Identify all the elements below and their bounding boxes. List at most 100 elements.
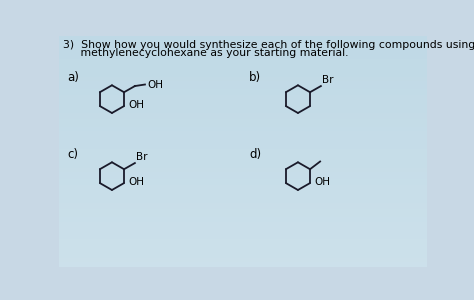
Bar [59,151,427,152]
Bar [59,226,427,227]
Bar [59,206,427,207]
Bar [59,75,427,76]
Bar [59,72,427,73]
Bar [59,117,427,118]
Bar [59,102,427,103]
Bar [59,156,427,157]
Bar [59,264,427,265]
Bar [59,91,427,92]
Text: Br: Br [137,152,148,161]
Bar [59,104,427,105]
Bar [59,140,427,141]
Bar [59,240,427,241]
Bar [59,167,427,168]
Bar [59,37,427,38]
Bar [59,150,427,151]
Bar [59,222,427,223]
Bar [59,227,427,228]
Bar [59,261,427,262]
Bar [59,182,427,183]
Bar [59,80,427,81]
Text: b): b) [249,70,261,84]
Bar [59,190,427,191]
Text: c): c) [67,148,78,161]
Bar [59,243,427,244]
Bar [59,84,427,85]
Bar [59,217,427,218]
Bar [59,95,427,96]
Bar [59,242,427,243]
Bar [59,165,427,166]
Bar [59,207,427,208]
Bar [59,58,427,59]
Bar [59,176,427,177]
Bar [59,230,427,231]
Bar [59,213,427,214]
Bar [59,168,427,169]
Text: 3)  Show how you would synthesize each of the following compounds using: 3) Show how you would synthesize each of… [63,40,474,50]
Bar [59,86,427,87]
Bar [59,232,427,233]
Bar [59,122,427,123]
Bar [59,195,427,196]
Bar [59,246,427,247]
Bar [59,46,427,47]
Bar [59,98,427,99]
Bar [59,54,427,55]
Bar [59,171,427,172]
Bar [59,47,427,48]
Bar [59,153,427,154]
Bar [59,166,427,167]
Bar [59,244,427,245]
Bar [59,184,427,185]
Bar [59,68,427,69]
Bar [59,248,427,249]
Bar [59,97,427,98]
Bar [59,252,427,253]
Bar [59,77,427,78]
Text: a): a) [67,70,79,84]
Bar [59,196,427,197]
Bar [59,245,427,246]
Bar [59,121,427,122]
Bar [59,109,427,110]
Bar [59,218,427,219]
Bar [59,193,427,194]
Bar [59,39,427,40]
Text: methylenecyclohexane as your starting material.: methylenecyclohexane as your starting ma… [63,48,348,58]
Bar [59,73,427,74]
Bar [59,241,427,242]
Bar [59,162,427,163]
Bar [59,234,427,235]
Bar [59,125,427,126]
Bar [59,212,427,213]
Bar [59,141,427,142]
Bar [59,147,427,148]
Bar [59,36,427,37]
Bar [59,164,427,165]
Bar [59,186,427,187]
Bar [59,198,427,199]
Bar [59,69,427,70]
Bar [59,163,427,164]
Bar [59,60,427,61]
Bar [59,103,427,104]
Bar [59,48,427,49]
Bar [59,124,427,125]
Bar [59,118,427,119]
Bar [59,231,427,232]
Bar [59,216,427,217]
Text: OH: OH [128,177,144,187]
Bar [59,45,427,46]
Bar [59,145,427,146]
Bar [59,43,427,44]
Bar [59,169,427,170]
Bar [59,64,427,65]
Bar [59,258,427,259]
Bar [59,259,427,260]
Bar [59,120,427,121]
Bar [59,154,427,155]
Bar [59,263,427,264]
Bar [59,257,427,258]
Bar [59,105,427,106]
